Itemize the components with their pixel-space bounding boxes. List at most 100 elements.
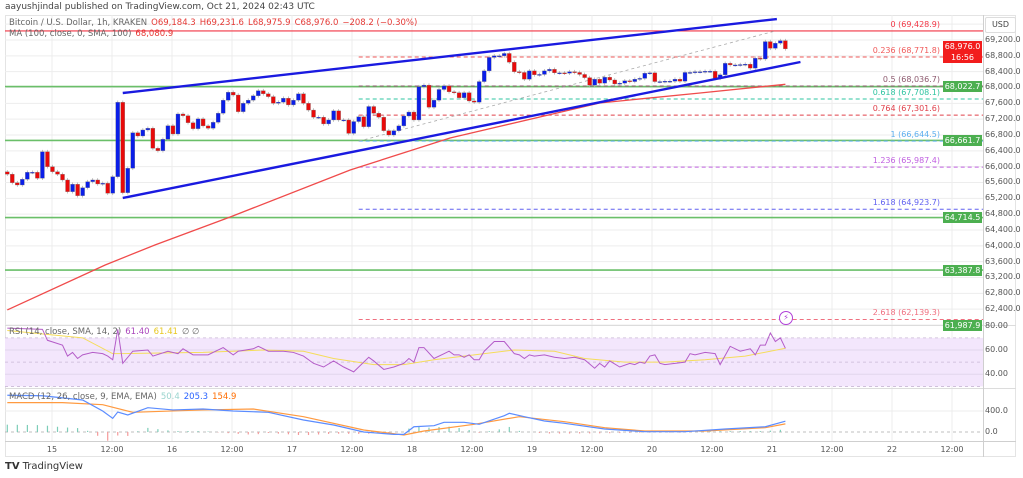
price-axis-label: 64,400.0 xyxy=(985,224,1021,234)
macd-histogram-bar xyxy=(739,431,741,432)
macd-histogram-bar xyxy=(287,432,290,435)
candle-down xyxy=(5,171,10,175)
ma-100-line xyxy=(7,83,786,311)
macd-histogram-bar xyxy=(639,432,641,433)
rsi-value: 61.40 xyxy=(125,327,150,337)
fib-level-label: 1.236 (65,987.4) xyxy=(872,156,940,166)
macd-axis-label: 0.0 xyxy=(985,427,998,436)
candle-up xyxy=(763,41,768,60)
tradingview-logo: 𝗧𝗩 TradingView xyxy=(5,461,83,472)
candle-up xyxy=(436,89,442,101)
lightning-icon[interactable]: ⚡ xyxy=(779,311,793,325)
price-axis-label: 65,600.0 xyxy=(985,177,1021,187)
ma-100-line xyxy=(7,83,786,311)
time-axis-label: 12:00 xyxy=(700,445,724,454)
macd-histogram-bar xyxy=(16,424,18,432)
candle-down xyxy=(783,40,788,50)
macd-histogram-bar xyxy=(538,432,541,433)
candle-down xyxy=(261,90,266,94)
candle-up xyxy=(497,55,502,57)
candle-up xyxy=(592,79,597,86)
candle-up xyxy=(537,74,542,76)
candle-down xyxy=(451,91,457,94)
ma-value: 68,080.9 xyxy=(135,29,174,39)
candle-down xyxy=(236,94,241,112)
time-axis-label: 17 xyxy=(286,445,298,454)
candle-down xyxy=(607,77,612,81)
ma-legend[interactable]: MA (100, close, 0, SMA, 100) 68,080.9 xyxy=(9,29,177,39)
candle-up xyxy=(642,73,647,79)
macd-histogram-bar xyxy=(488,431,490,432)
macd-histogram-bar xyxy=(599,432,601,434)
candle-up xyxy=(25,172,30,180)
price-axis-label: 64,000.0 xyxy=(985,240,1021,250)
candle-up xyxy=(125,168,130,193)
level-price-badge: 63,387.8 xyxy=(943,264,982,276)
candle-up xyxy=(753,58,758,69)
candle-down xyxy=(612,79,617,85)
candle-up xyxy=(637,78,642,80)
fib-level-label: 0 (69,428.9) xyxy=(890,19,941,29)
candle-down xyxy=(517,71,522,73)
candle-up xyxy=(672,79,678,82)
price-axis-label: 64,800.0 xyxy=(985,209,1021,219)
macd-pane xyxy=(6,394,786,441)
macd-histogram-bar xyxy=(418,426,420,432)
currency-button[interactable]: USD xyxy=(985,17,1016,33)
price-axis-label: 66,000.0 xyxy=(985,161,1021,171)
candle-up xyxy=(160,139,166,151)
macd-histogram-bar xyxy=(729,431,731,432)
candle-up xyxy=(733,64,738,67)
macd-histogram-bar xyxy=(478,432,480,433)
macd-histogram-bar xyxy=(97,432,99,436)
time-axis-label: 12:00 xyxy=(580,445,604,454)
candle-down xyxy=(728,63,733,66)
price-axis-label: 68,400.0 xyxy=(985,66,1021,76)
candle-up xyxy=(331,110,336,121)
candle-up xyxy=(667,81,673,83)
macd-histogram-bar xyxy=(388,432,390,433)
macd-histogram-bar xyxy=(36,425,39,432)
macd-signal-value: 154.9 xyxy=(212,392,237,402)
horizontal-levels xyxy=(5,85,983,271)
macd-histogram-bar xyxy=(207,431,209,432)
time-axis-label: 15 xyxy=(46,445,58,454)
time-axis-label: 12:00 xyxy=(220,445,244,454)
candle-up xyxy=(356,116,361,122)
candle-down xyxy=(75,184,80,196)
price-axis-label: 63,600.0 xyxy=(985,256,1021,266)
macd-histogram-bar xyxy=(267,432,269,434)
candle-down xyxy=(677,79,683,82)
candle-down xyxy=(105,183,110,194)
current-price: 68,976.0 xyxy=(944,42,981,51)
candle-up xyxy=(100,183,105,185)
candle-down xyxy=(180,113,186,116)
candle-down xyxy=(456,92,462,98)
time-axis-label: 22 xyxy=(886,445,898,454)
candle-down xyxy=(336,110,341,121)
candle-up xyxy=(406,111,412,117)
candle-down xyxy=(371,106,376,114)
rsi-legend[interactable]: RSI (14, close, SMA, 14, 2) 61.40 61.41 ∅ ∅ xyxy=(9,327,203,337)
candle-down xyxy=(286,98,291,106)
candle-down xyxy=(306,103,311,111)
price-axis-label: 63,200.0 xyxy=(985,272,1021,282)
macd-histogram-bar xyxy=(277,432,279,434)
price-axis-label: 67,600.0 xyxy=(985,98,1021,108)
macd-histogram-bar xyxy=(66,427,69,432)
macd-signal-line xyxy=(7,402,786,436)
candle-up xyxy=(396,125,402,131)
time-axis-label: 12:00 xyxy=(940,445,964,454)
symbol-title[interactable]: Bitcoin / U.S. Dollar, 1h, KRAKEN xyxy=(9,18,148,28)
bar-countdown: 16:56 xyxy=(950,53,975,62)
candle-up xyxy=(477,81,482,103)
candle-up xyxy=(431,100,437,108)
candle-down xyxy=(35,172,40,179)
macd-histogram-bar xyxy=(348,432,350,434)
candle-down xyxy=(50,166,55,172)
channel-upper-line xyxy=(122,17,778,95)
macd-line xyxy=(7,394,786,435)
macd-legend[interactable]: MACD (12, 26, close, 9, EMA, EMA) 50.4 205… xyxy=(9,392,240,402)
candle-down xyxy=(522,72,527,80)
